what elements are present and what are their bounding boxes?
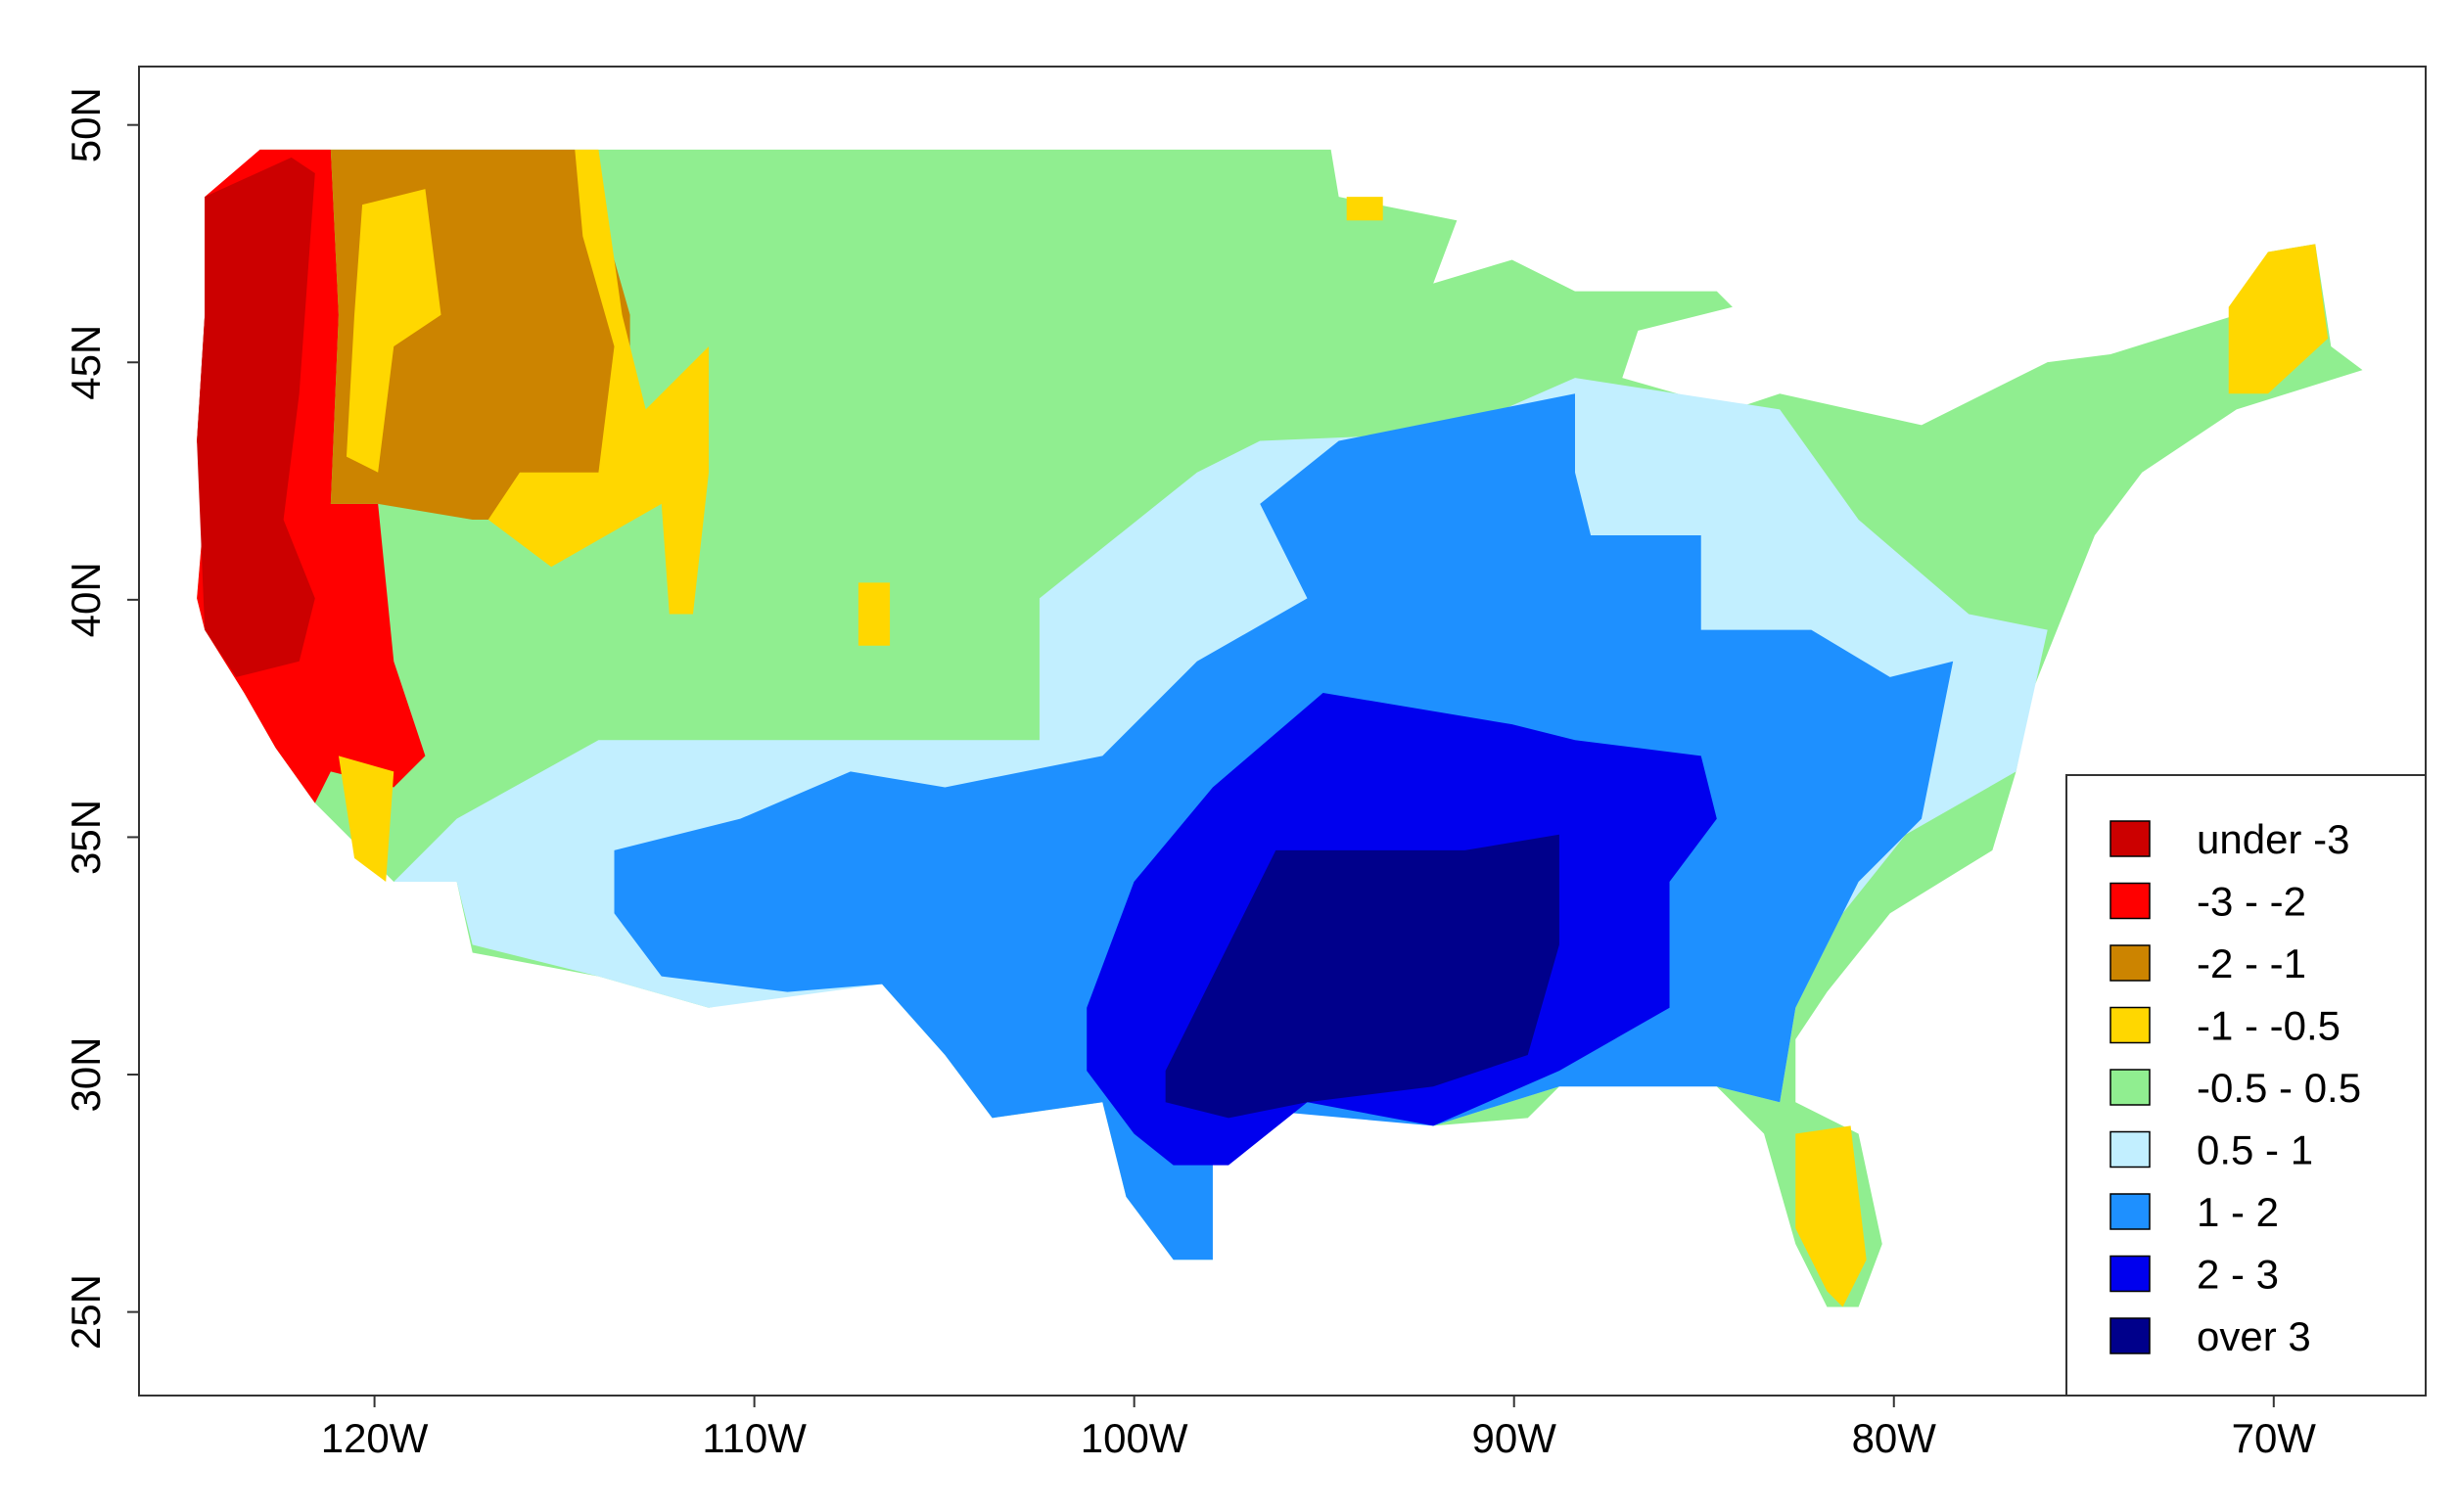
x-tick-label: 100W <box>1081 1415 1188 1461</box>
y-tick-label: 25N <box>63 1274 109 1350</box>
region <box>1795 1125 1867 1307</box>
legend-swatch <box>2109 1255 2151 1293</box>
legend-label: over 3 <box>2197 1313 2311 1359</box>
legend-label: -3 - -2 <box>2197 879 2306 925</box>
region <box>338 756 394 883</box>
map-regions <box>197 149 2363 1307</box>
region <box>1346 197 1383 221</box>
x-tick-label: 110W <box>702 1415 807 1461</box>
y-tick-label: 30N <box>63 1036 109 1112</box>
region <box>858 582 891 646</box>
region <box>1165 834 1559 1119</box>
legend-label: 0.5 - 1 <box>2197 1127 2313 1173</box>
plot-frame <box>138 66 2427 1397</box>
legend-swatch <box>2109 820 2151 857</box>
legend-label: -0.5 - 0.5 <box>2197 1065 2361 1111</box>
y-tick-label: 35N <box>63 800 109 875</box>
y-tick-label: 50N <box>63 87 109 162</box>
region <box>197 157 315 677</box>
legend-swatch <box>2109 1069 2151 1106</box>
y-tick-label: 40N <box>63 562 109 637</box>
region <box>346 189 441 473</box>
legend-label: -2 - -1 <box>2197 940 2306 986</box>
x-tick-label: 70W <box>2232 1415 2317 1461</box>
legend-swatch <box>2109 1193 2151 1230</box>
legend-swatch <box>2109 1006 2151 1044</box>
x-tick-label: 120W <box>321 1415 429 1461</box>
region <box>487 149 710 615</box>
x-tick-label: 80W <box>1852 1415 1937 1461</box>
legend-label: 2 - 3 <box>2197 1252 2279 1298</box>
y-tick-label: 45N <box>63 325 109 400</box>
legend-label: -1 - -0.5 <box>2197 1003 2341 1049</box>
legend-label: under -3 <box>2197 816 2349 862</box>
legend-swatch <box>2109 944 2151 982</box>
legend-label: 1 - 2 <box>2197 1189 2279 1235</box>
legend-swatch <box>2109 882 2151 920</box>
region <box>2228 244 2329 394</box>
x-tick-label: 90W <box>1472 1415 1557 1461</box>
legend-swatch <box>2109 1317 2151 1354</box>
legend-swatch <box>2109 1130 2151 1168</box>
